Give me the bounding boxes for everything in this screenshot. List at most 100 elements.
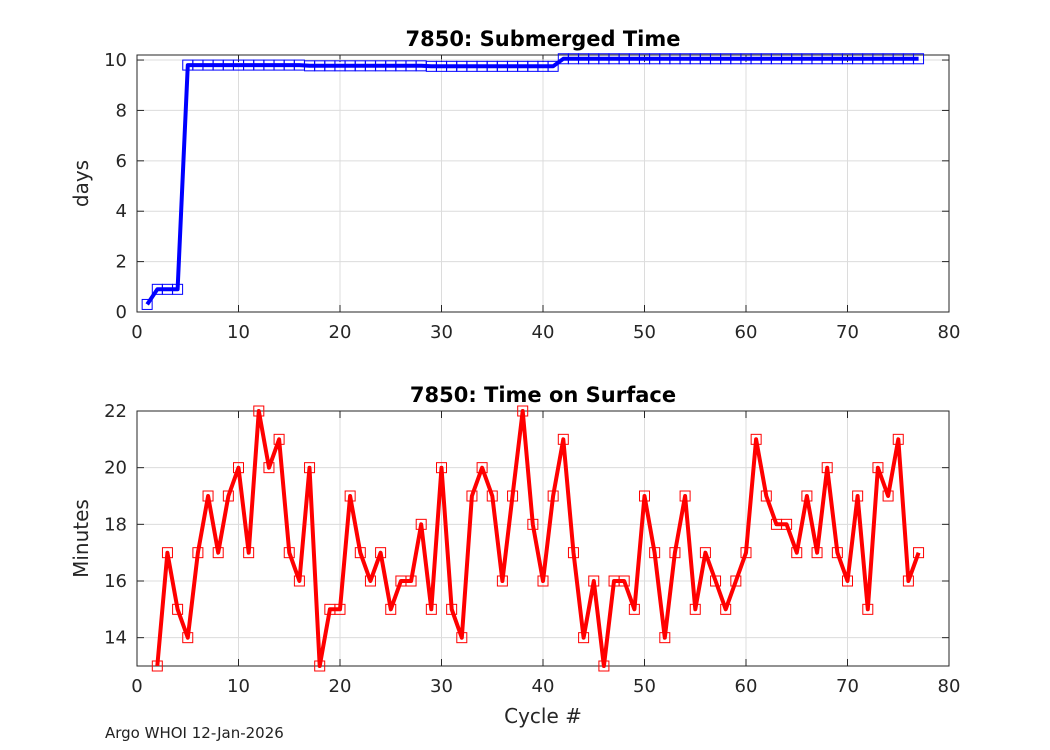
data-point (304, 462, 316, 474)
data-point (354, 547, 366, 559)
x-tick-label: 30 (430, 322, 453, 343)
y-tick-label: 0 (116, 302, 127, 323)
data-point (639, 490, 650, 502)
data-point (669, 547, 681, 559)
data-point (466, 490, 478, 502)
y-tick-label: 16 (104, 571, 127, 592)
data-point (192, 547, 204, 559)
y-tick-label: 6 (116, 151, 127, 172)
data-point (364, 575, 376, 587)
data-point (222, 490, 234, 502)
x-tick-label: 10 (227, 322, 250, 343)
data-point (405, 575, 417, 587)
data-point (527, 518, 539, 530)
x-tick-label: 60 (735, 322, 758, 343)
x-tick-label: 60 (735, 676, 758, 697)
data-point (507, 490, 519, 502)
x-tick-label: 20 (329, 676, 352, 697)
data-point (151, 660, 163, 672)
data-point (760, 490, 772, 502)
data-point (202, 490, 214, 502)
data-point (233, 462, 244, 474)
x-tick-label: 0 (131, 676, 142, 697)
data-point (892, 433, 904, 445)
y-tick-label: 4 (116, 201, 127, 222)
data-point (699, 547, 711, 559)
axes-frame (136, 410, 950, 667)
data-point (730, 575, 742, 587)
data-point (628, 603, 640, 615)
chart-title: 7850: Submerged Time (405, 27, 680, 51)
data-point (791, 547, 803, 559)
y-tick-label: 14 (104, 628, 127, 649)
data-point (821, 462, 833, 474)
axes-frame (136, 54, 950, 313)
data-point (334, 603, 346, 615)
data-point (598, 660, 610, 672)
y-tick-label: 8 (116, 100, 127, 121)
data-point (385, 603, 397, 615)
x-tick-label: 40 (532, 676, 555, 697)
y-axis-label: days (69, 160, 93, 207)
data-point (496, 575, 508, 587)
data-point (456, 632, 468, 644)
x-tick-label: 40 (532, 322, 555, 343)
data-point (882, 490, 894, 502)
data-point (852, 490, 864, 502)
x-tick-label: 30 (430, 676, 453, 697)
x-tick-label: 20 (329, 322, 352, 343)
data-point (314, 660, 326, 672)
data-point (537, 575, 549, 587)
x-tick-label: 50 (633, 676, 656, 697)
data-point (902, 575, 914, 587)
y-tick-label: 20 (104, 458, 127, 479)
chart-title: 7850: Time on Surface (410, 383, 676, 407)
data-point (293, 575, 305, 587)
data-point (831, 547, 843, 559)
data-point (557, 433, 569, 445)
data-point (253, 405, 265, 417)
data-point (486, 490, 498, 502)
data-point (446, 603, 458, 615)
y-axis-label: Minutes (69, 499, 93, 578)
data-point (212, 547, 224, 559)
data-point (415, 518, 427, 530)
data-point (740, 547, 752, 559)
series-line (145, 56, 919, 306)
data-point (710, 575, 722, 587)
data-point (659, 632, 671, 644)
data-point (578, 632, 590, 644)
data-point (517, 405, 529, 417)
data-point (811, 547, 823, 559)
data-point (182, 632, 194, 644)
data-point (913, 53, 925, 65)
data-point (689, 603, 701, 615)
x-tick-label: 80 (938, 676, 961, 697)
data-point (618, 575, 630, 587)
y-tick-label: 22 (104, 401, 127, 422)
data-point (263, 462, 275, 474)
data-point (476, 462, 488, 474)
footer-credit: Argo WHOI 12-Jan-2026 (105, 724, 284, 742)
data-point (720, 603, 732, 615)
x-tick-label: 70 (836, 322, 859, 343)
x-tick-label: 50 (633, 322, 656, 343)
data-point (588, 575, 600, 587)
x-tick-label: 70 (836, 676, 859, 697)
x-tick-label: 80 (938, 322, 961, 343)
data-point (750, 433, 762, 445)
y-tick-label: 10 (104, 50, 127, 71)
x-axis-label: Cycle # (504, 704, 582, 728)
chart-panel-1: 0 10 20 30 40 50 60 70 80 0 2 4 6 8 10 7850: Submerged … (69, 27, 960, 343)
data-point (862, 603, 874, 615)
series-line (155, 409, 921, 668)
y-tick-label: 2 (116, 252, 127, 273)
data-point (567, 547, 579, 559)
data-point (801, 490, 813, 502)
data-point (283, 547, 295, 559)
data-point (842, 575, 853, 587)
data-point (273, 433, 285, 445)
data-point (161, 547, 173, 559)
data-point (679, 490, 691, 502)
